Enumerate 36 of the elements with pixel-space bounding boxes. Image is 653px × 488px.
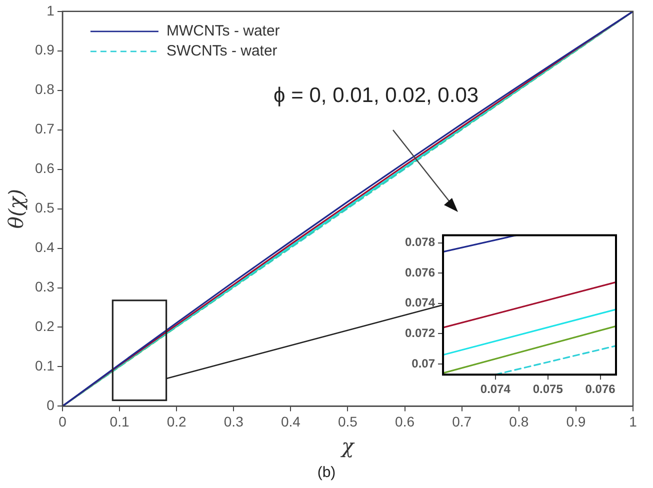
- y-tick-label: 0.5: [34, 200, 55, 216]
- text: (b): [317, 464, 336, 481]
- y-tick-label: 0: [46, 397, 55, 414]
- x-tick-label: 0.076: [585, 382, 616, 396]
- x-tick-label: 0.2: [166, 413, 187, 430]
- annotation: ϕ = 0, 0.01, 0.02, 0.03: [274, 84, 479, 108]
- y-tick-label: 0.8: [34, 81, 55, 98]
- x-tick-label: 0.075: [532, 382, 564, 396]
- y-tick-label: 0.9: [34, 42, 55, 58]
- x-tick-label: 0.7: [452, 413, 472, 430]
- x-axis-title: χ: [340, 434, 356, 458]
- x-tick-label: 0.9: [566, 413, 586, 430]
- x-tick-label: 0.8: [509, 413, 529, 430]
- y-axis-title: θ(χ): [4, 188, 28, 229]
- legend-label: MWCNTs - water: [166, 22, 280, 40]
- y-tick-label: 0.2: [34, 318, 55, 334]
- x-tick-label: 1: [629, 413, 638, 430]
- y-tick-label: 0.072: [405, 326, 436, 340]
- x-tick-label: 0.6: [395, 413, 415, 430]
- x-tick-label: 0.1: [110, 413, 130, 430]
- y-tick-label: 0.076: [405, 265, 436, 280]
- y-tick-label: 0.078: [405, 235, 436, 250]
- y-tick-label: 1: [46, 2, 55, 18]
- legend-label: SWCNTs - water: [166, 42, 278, 60]
- x-tick-label: 0.3: [224, 413, 244, 430]
- y-tick-label: 0.4: [34, 239, 55, 256]
- x-tick-label: 0.4: [280, 413, 301, 430]
- y-tick-label: 0.7: [34, 120, 55, 137]
- x-tick-label: 0: [58, 413, 67, 430]
- y-tick-label: 0.074: [405, 296, 436, 310]
- x-tick-label: 0.5: [338, 413, 358, 430]
- y-tick-label: 0.6: [34, 160, 55, 176]
- y-tick-label: 0.3: [34, 278, 55, 295]
- y-tick-label: 0.1: [34, 358, 55, 374]
- x-tick-label: 0.074: [480, 382, 511, 396]
- y-tick-label: 0.07: [412, 356, 436, 370]
